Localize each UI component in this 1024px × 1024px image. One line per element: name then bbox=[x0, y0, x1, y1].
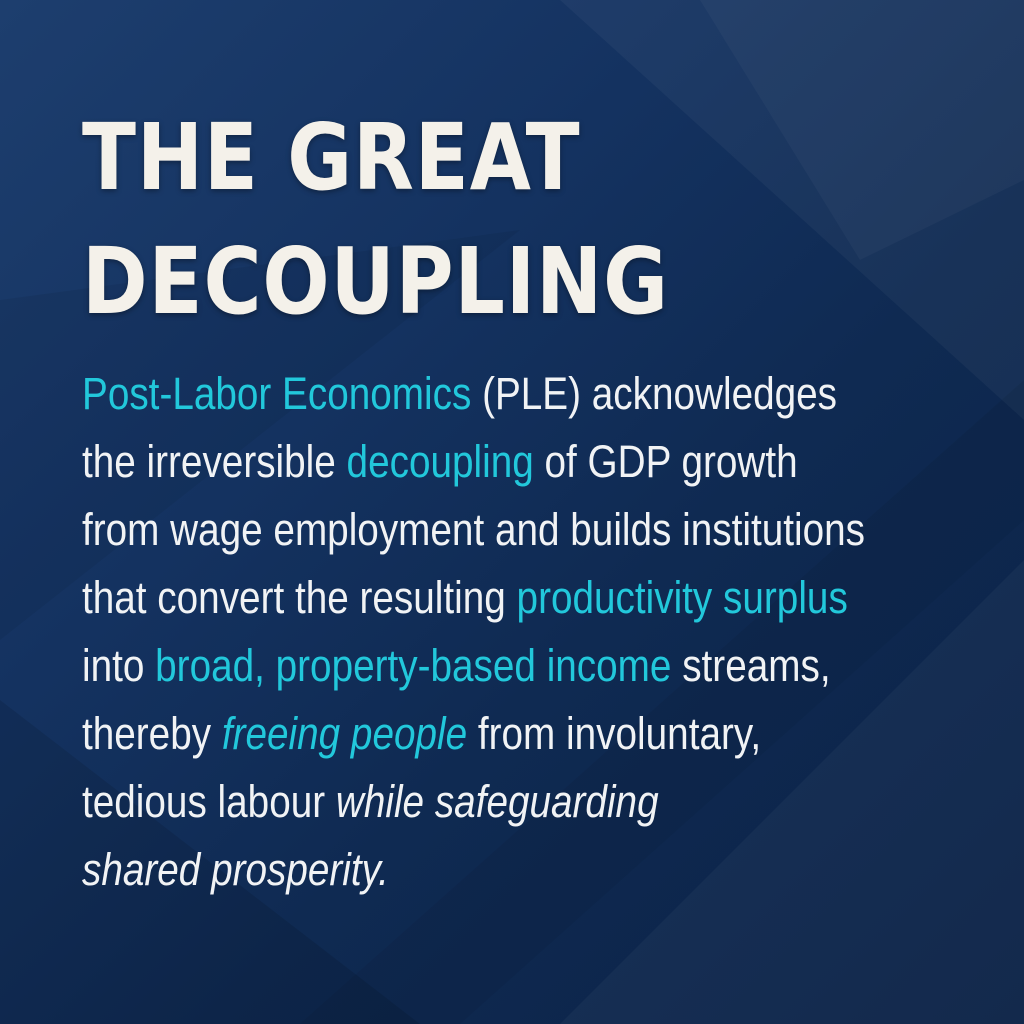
paragraph-text: thereby bbox=[82, 708, 222, 759]
paragraph-line-4: that convert the resulting productivity … bbox=[82, 564, 976, 632]
term-productivity-surplus: productivity surplus bbox=[516, 572, 848, 623]
paragraph-line-1: Post-Labor Economics (PLE) acknowledges bbox=[82, 360, 976, 428]
paragraph-line-5: into broad, property-based income stream… bbox=[82, 632, 976, 700]
description-paragraph: Post-Labor Economics (PLE) acknowledges … bbox=[82, 360, 976, 904]
paragraph-line-6: thereby freeing people from involuntary, bbox=[82, 700, 976, 768]
paragraph-text: from involuntary, bbox=[467, 708, 762, 759]
title-line-2: DECOUPLING bbox=[82, 228, 669, 335]
bg-shape-bottom-left bbox=[0, 700, 420, 1024]
emphasis-shared-prosperity: shared prosperity. bbox=[82, 844, 389, 895]
paragraph-line-3: from wage employment and builds institut… bbox=[82, 496, 976, 564]
paragraph-text: (PLE) acknowledges bbox=[471, 368, 838, 419]
paragraph-text: tedious labour bbox=[82, 776, 336, 827]
term-freeing-people: freeing people bbox=[221, 708, 468, 759]
paragraph-line-8: shared prosperity. bbox=[82, 836, 976, 904]
poster-title: THE GREAT DECOUPLING bbox=[82, 96, 856, 344]
paragraph-text: of GDP growth bbox=[533, 436, 798, 487]
term-post-labor-economics: Post-Labor Economics bbox=[82, 368, 472, 419]
paragraph-line-2: the irreversible decoupling of GDP growt… bbox=[82, 428, 976, 496]
bg-shape-top-right bbox=[560, 0, 1024, 420]
paragraph-line-7: tedious labour while safeguarding bbox=[82, 768, 976, 836]
bg-shape-left-mid bbox=[0, 230, 520, 640]
bg-shape-center-diagonal bbox=[300, 380, 1024, 1024]
term-property-based-income: broad, property-based income bbox=[155, 640, 672, 691]
paragraph-text: that convert the resulting bbox=[82, 572, 517, 623]
paragraph-text: the irreversible bbox=[82, 436, 347, 487]
term-decoupling: decoupling bbox=[346, 436, 534, 487]
emphasis-while-safeguarding: while safeguarding bbox=[335, 776, 659, 827]
paragraph-text: into bbox=[82, 640, 156, 691]
title-line-1: THE GREAT bbox=[82, 104, 581, 211]
paragraph-text: from wage employment and builds institut… bbox=[82, 504, 866, 555]
paragraph-text: streams, bbox=[671, 640, 831, 691]
